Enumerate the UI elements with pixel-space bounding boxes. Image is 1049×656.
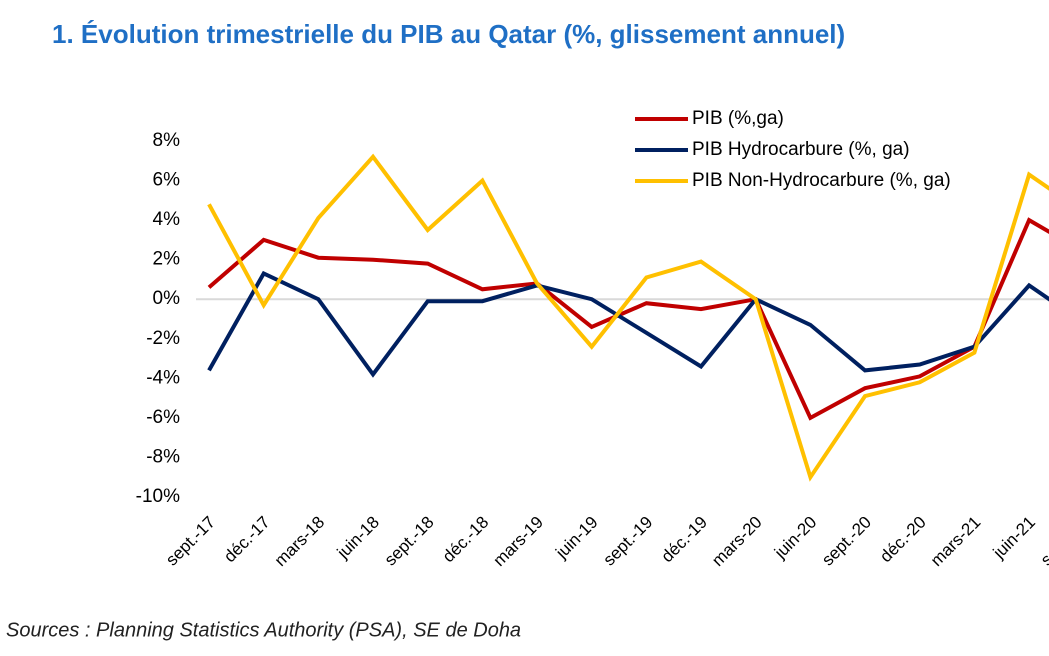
x-tick-label: sept.-17 [162,513,219,570]
y-tick-label: 8% [153,130,181,151]
y-tick-label: -4% [146,367,180,388]
y-tick-label: 4% [153,209,181,230]
x-tick-label: déc.-19 [657,513,711,567]
chart-title: 1. Évolution trimestrielle du PIB au Qat… [52,19,845,49]
series-line [207,270,1049,378]
legend-label: PIB (%,ga) [692,108,784,129]
x-tick-label: déc.-17 [220,513,274,567]
x-tick-label: sept.-19 [599,513,656,570]
y-tick-label: 2% [153,249,181,270]
x-tick-label: déc.-20 [876,513,930,567]
x-tick-label: mars-21 [927,513,985,571]
source: Sources : Planning Statistics Authority … [6,619,521,641]
x-tick-label: sept.-20 [818,513,875,570]
x-tick-label: juin-19 [551,513,601,563]
series-line [207,217,1049,421]
x-tick-label: juin-20 [770,513,820,563]
y-tick-label: 6% [153,170,181,191]
y-tick-label: -2% [146,328,180,349]
legend-label: PIB Hydrocarbure (%, ga) [692,139,910,160]
y-tick-label: -10% [136,486,180,507]
x-tick-label: mars-19 [489,513,547,571]
y-tick-label: 0% [153,288,181,309]
x-tick-label: juin-21 [989,513,1039,563]
legend-label: PIB Non-Hydrocarbure (%, ga) [692,170,951,191]
series-line [207,153,1049,482]
x-tick-label: mars-20 [708,513,766,571]
x-tick-label: sept.-18 [381,513,438,570]
x-tick-label: juin-18 [333,513,383,563]
x-tick-label: sept.-21 [1037,513,1049,570]
x-tick-label: déc.-18 [439,513,493,567]
x-tick-label: mars-18 [271,513,329,571]
y-tick-label: -6% [146,407,180,428]
y-tick-label: -8% [146,446,180,467]
